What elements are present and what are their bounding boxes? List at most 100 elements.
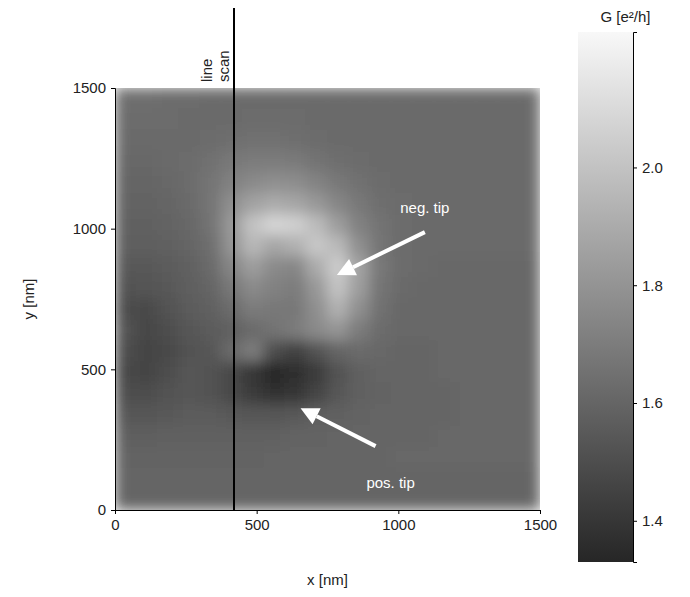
heatmap-cell (348, 299, 370, 321)
heatmap-cell (476, 172, 498, 194)
heatmap-cell (285, 172, 307, 194)
heatmap-cell (221, 214, 243, 236)
heatmap-cell (433, 425, 455, 447)
heatmap-cell (242, 341, 264, 363)
heatmap-cell (327, 362, 349, 384)
heatmap-cell (497, 130, 519, 152)
heatmap-cell (391, 341, 413, 363)
heatmap-cell (497, 214, 519, 236)
heatmap-cell (178, 299, 200, 321)
heatmap-cell (476, 404, 498, 426)
heatmap-cell (306, 467, 328, 489)
heatmap-cell (115, 172, 137, 194)
heatmap-cell (242, 467, 264, 489)
heatmap-cell (476, 341, 498, 363)
heatmap-cell (200, 256, 222, 278)
heatmap-cell (221, 425, 243, 447)
heatmap-cell (476, 299, 498, 321)
heatmap-cell (178, 320, 200, 342)
heatmap-cell (476, 383, 498, 405)
heatmap-cell (115, 488, 137, 510)
heatmap-cell (412, 172, 434, 194)
y-axis-tick-mark (111, 369, 115, 370)
heatmap-cell (200, 362, 222, 384)
heatmap-cell (518, 88, 540, 110)
heatmap-cell (115, 88, 137, 110)
heatmap-cell (433, 467, 455, 489)
heatmap-cell (178, 341, 200, 363)
heatmap-cell (497, 88, 519, 110)
heatmap-cell (157, 256, 179, 278)
line-scan-label: linescan (198, 50, 232, 82)
heatmap-cell (455, 488, 477, 510)
heatmap-cell (136, 235, 158, 257)
heatmap-cell (157, 446, 179, 468)
heatmap-cell (242, 172, 264, 194)
heatmap-cell (263, 341, 285, 363)
heatmap-cell (412, 467, 434, 489)
heatmap-cell (285, 467, 307, 489)
heatmap-cell (200, 109, 222, 131)
heatmap-cell (391, 488, 413, 510)
heatmap-cell (327, 467, 349, 489)
heatmap-cell (157, 362, 179, 384)
heatmap-cell (433, 214, 455, 236)
heatmap-cell (200, 404, 222, 426)
heatmap-cell (263, 193, 285, 215)
heatmap-cell (221, 256, 243, 278)
heatmap-cell (115, 425, 137, 447)
heatmap-cell (370, 151, 392, 173)
heatmap-cell (518, 467, 540, 489)
heatmap-cell (348, 109, 370, 131)
heatmap-cell (115, 277, 137, 299)
heatmap-cell (221, 299, 243, 321)
heatmap-cell (285, 383, 307, 405)
heatmap-cell (306, 193, 328, 215)
heatmap-cell (263, 320, 285, 342)
heatmap-cell (476, 130, 498, 152)
heatmap-cell (433, 320, 455, 342)
heatmap-cell (157, 235, 179, 257)
heatmap-cell (157, 320, 179, 342)
heatmap-cell (433, 130, 455, 152)
heatmap-cell (348, 151, 370, 173)
heatmap-cell (221, 109, 243, 131)
heatmap-cell (497, 193, 519, 215)
heatmap-cell (242, 130, 264, 152)
heatmap-cell (285, 446, 307, 468)
heatmap-cell (285, 404, 307, 426)
heatmap-cell (306, 362, 328, 384)
heatmap-cell (263, 130, 285, 152)
heatmap-cell (115, 193, 137, 215)
heatmap-cell (200, 320, 222, 342)
heatmap-cell (412, 404, 434, 426)
heatmap-cell (476, 109, 498, 131)
heatmap-cell (178, 404, 200, 426)
heatmap-cell (178, 425, 200, 447)
heatmap-cell (306, 277, 328, 299)
x-axis-tick-mark (398, 510, 399, 514)
heatmap-cell (370, 341, 392, 363)
heatmap-cell (327, 383, 349, 405)
heatmap-cell (412, 341, 434, 363)
x-axis-tick-mark (257, 510, 258, 514)
heatmap-cell (136, 299, 158, 321)
heatmap-cell (497, 299, 519, 321)
heatmap-cell (370, 109, 392, 131)
heatmap-cell (455, 299, 477, 321)
heatmap-cell (285, 341, 307, 363)
heatmap-cell (178, 130, 200, 152)
heatmap-cell (348, 172, 370, 194)
heatmap-cell (412, 151, 434, 173)
heatmap-cell (518, 362, 540, 384)
heatmap-cell (476, 425, 498, 447)
heatmap-cell (136, 151, 158, 173)
heatmap-cell (455, 130, 477, 152)
heatmap-cell (433, 404, 455, 426)
y-axis-tick-mark (111, 510, 115, 511)
heatmap-cell (178, 88, 200, 110)
heatmap-cell (263, 383, 285, 405)
heatmap-cell (370, 193, 392, 215)
heatmap-cell (518, 256, 540, 278)
heatmap-cell (433, 151, 455, 173)
